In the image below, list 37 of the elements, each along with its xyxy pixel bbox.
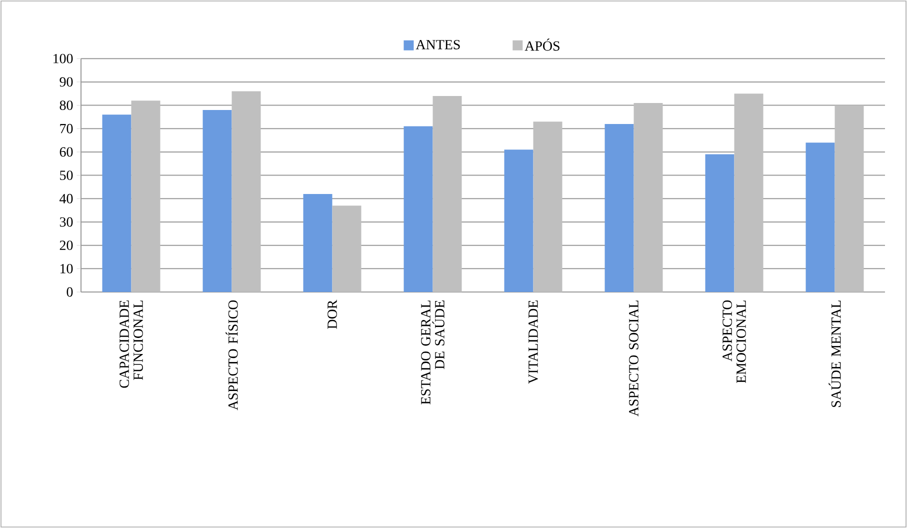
bar (834, 105, 864, 292)
y-tick-label: 60 (60, 147, 73, 157)
bar (332, 206, 362, 292)
bar (604, 124, 634, 292)
x-tick-label: ASPECTO FÍSICO (226, 300, 238, 410)
legend-label: APÓS (524, 38, 560, 51)
bar (404, 126, 433, 292)
x-tick-label: SAÚDE MENTAL (828, 300, 841, 407)
y-tick-label: 50 (60, 170, 73, 180)
y-tick-label: 90 (60, 77, 73, 87)
y-tick-label: 30 (60, 217, 73, 227)
x-tick-label: ASPECTO SOCIAL (629, 300, 638, 416)
bar (303, 194, 332, 292)
bar (131, 100, 160, 292)
bar (734, 94, 764, 292)
x-tick-label: ASPECTO EMOCIONAL (722, 300, 746, 384)
y-tick-label: 100 (54, 54, 73, 64)
x-tick-label: DOR (328, 300, 337, 329)
bar (806, 142, 835, 292)
bar (432, 96, 462, 292)
x-tick-label: ESTADO GERAL DE SAÚDE (421, 300, 444, 404)
y-tick-label: 0 (66, 287, 73, 297)
y-tick-label: 80 (60, 100, 73, 110)
legend-label: ANTES (416, 40, 460, 50)
bar (705, 154, 734, 292)
x-tick-label: VITALIDADE (528, 300, 538, 384)
bar (202, 110, 232, 292)
bar (504, 150, 534, 292)
y-tick-label: 70 (60, 124, 73, 134)
y-tick-label: 10 (60, 264, 73, 274)
bar (102, 114, 132, 292)
bar (634, 102, 663, 292)
y-tick-label: 40 (60, 194, 73, 204)
bar (533, 122, 562, 292)
x-tick-label: CAPACIDADE FUNCIONAL (120, 300, 143, 388)
y-tick-label: 20 (60, 240, 73, 250)
bar (232, 91, 261, 292)
